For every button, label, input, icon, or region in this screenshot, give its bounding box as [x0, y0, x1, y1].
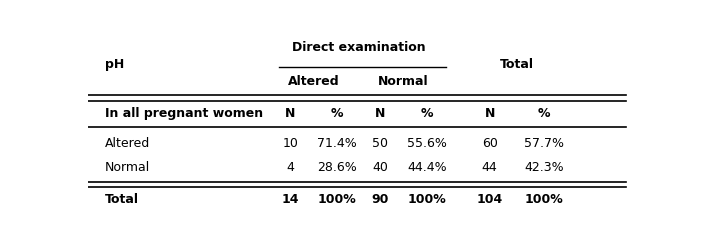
Text: 10: 10 — [282, 137, 298, 150]
Text: 42.3%: 42.3% — [525, 161, 564, 174]
Text: N: N — [375, 107, 386, 120]
Text: 28.6%: 28.6% — [317, 161, 357, 174]
Text: In all pregnant women: In all pregnant women — [104, 107, 263, 120]
Text: 100%: 100% — [525, 193, 564, 206]
Text: 55.6%: 55.6% — [407, 137, 447, 150]
Text: Direct examination: Direct examination — [292, 41, 425, 54]
Text: 44.4%: 44.4% — [407, 161, 447, 174]
Text: Altered: Altered — [288, 75, 339, 88]
Text: Total: Total — [500, 58, 534, 71]
Text: 71.4%: 71.4% — [317, 137, 357, 150]
Text: Normal: Normal — [104, 161, 149, 174]
Text: 44: 44 — [482, 161, 498, 174]
Text: 104: 104 — [477, 193, 503, 206]
Text: %: % — [421, 107, 433, 120]
Text: 50: 50 — [372, 137, 388, 150]
Text: 40: 40 — [372, 161, 388, 174]
Text: %: % — [331, 107, 343, 120]
Text: 4: 4 — [286, 161, 294, 174]
Text: Normal: Normal — [379, 75, 429, 88]
Text: 60: 60 — [482, 137, 498, 150]
Text: Total: Total — [104, 193, 138, 206]
Text: 57.7%: 57.7% — [525, 137, 564, 150]
Text: 100%: 100% — [317, 193, 356, 206]
Text: 14: 14 — [281, 193, 299, 206]
Text: pH: pH — [104, 58, 124, 71]
Text: N: N — [484, 107, 495, 120]
Text: N: N — [285, 107, 295, 120]
Text: 90: 90 — [372, 193, 389, 206]
Text: %: % — [538, 107, 551, 120]
Text: Altered: Altered — [104, 137, 149, 150]
Text: 100%: 100% — [407, 193, 446, 206]
